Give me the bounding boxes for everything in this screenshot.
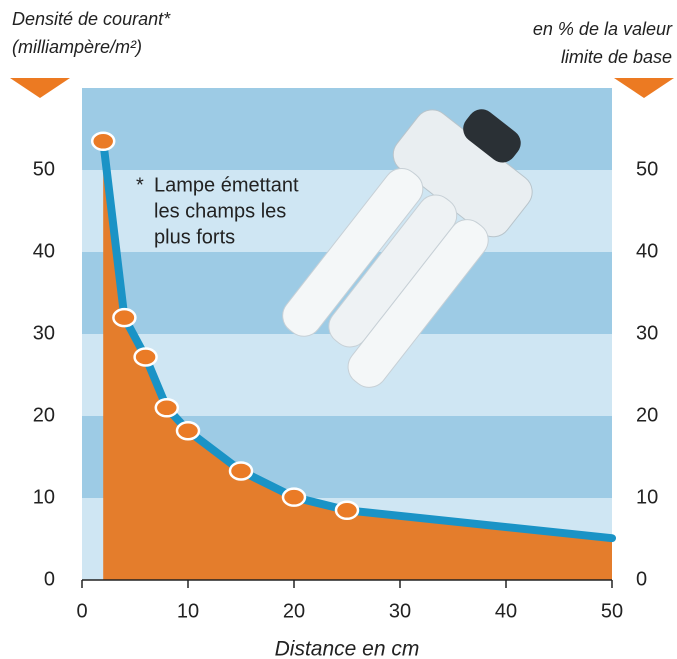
point-marker (113, 309, 135, 326)
x-axis-label: Distance en cm (275, 638, 420, 659)
y-axis-label: Densité de courant* (12, 9, 171, 29)
point-marker (177, 422, 199, 439)
x-tick-label: 10 (177, 600, 199, 622)
y-tick-label: 20 (33, 404, 55, 426)
y2-tick-label: 20 (636, 404, 658, 426)
chart: Densité de courant* (milliampère/m²) en … (0, 0, 677, 659)
y2-axis-label: limite de base (561, 47, 672, 67)
y2-tick-label: 30 (636, 322, 658, 344)
annotation: plus forts (154, 226, 235, 248)
y-axis-label: (milliampère/m²) (12, 37, 142, 57)
y-tick-label: 10 (33, 486, 55, 508)
point-marker (230, 462, 252, 479)
left-marker (10, 78, 70, 98)
x-tick-label: 20 (283, 600, 305, 622)
annotation: les champs les (154, 200, 286, 222)
y2-axis-label: en % de la valeur (533, 19, 673, 39)
point-marker (92, 133, 114, 150)
y-tick-label: 0 (44, 568, 55, 590)
y-tick-label: 40 (33, 240, 55, 262)
y2-tick-label: 40 (636, 240, 658, 262)
grid-band (82, 88, 612, 170)
right-marker (614, 78, 674, 98)
x-tick-label: 30 (389, 600, 411, 622)
y-tick-label: 50 (33, 158, 55, 180)
point-marker (156, 399, 178, 416)
point-marker (135, 348, 157, 365)
y-tick-label: 30 (33, 322, 55, 344)
y2-tick-label: 10 (636, 486, 658, 508)
y2-tick-label: 50 (636, 158, 658, 180)
annotation: Lampe émettant (154, 174, 299, 196)
x-tick-label: 0 (76, 600, 87, 622)
annotation: * (136, 174, 144, 196)
x-tick-label: 50 (601, 600, 623, 622)
point-marker (283, 489, 305, 506)
x-tick-label: 40 (495, 600, 517, 622)
point-marker (336, 502, 358, 519)
y2-tick-label: 0 (636, 568, 647, 590)
